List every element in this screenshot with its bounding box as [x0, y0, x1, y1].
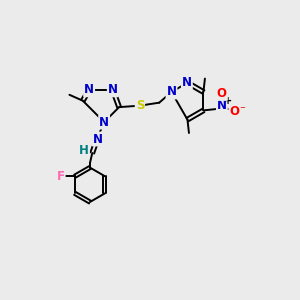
Text: N: N: [217, 99, 227, 112]
Text: H: H: [79, 144, 89, 157]
Text: S: S: [136, 99, 144, 112]
Text: F: F: [57, 170, 65, 183]
Text: O: O: [217, 87, 227, 100]
Text: N: N: [99, 116, 109, 129]
Text: N: N: [93, 133, 103, 146]
Text: N: N: [84, 83, 94, 96]
Text: N: N: [182, 76, 192, 89]
Text: O: O: [229, 105, 239, 118]
Text: N: N: [167, 85, 176, 98]
Text: ⁻: ⁻: [239, 105, 245, 116]
Text: +: +: [224, 97, 232, 106]
Text: N: N: [108, 83, 118, 96]
